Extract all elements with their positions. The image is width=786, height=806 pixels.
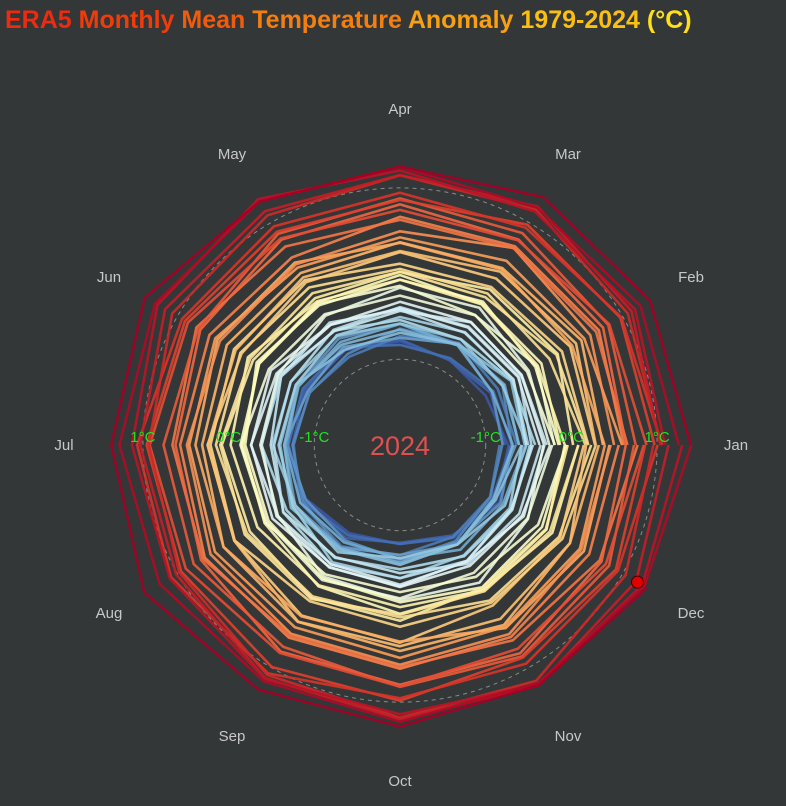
year-series-line — [269, 308, 542, 575]
year-series-line — [147, 174, 663, 720]
ring-label: 1°C — [645, 429, 670, 446]
year-series-line — [118, 165, 693, 723]
year-series-line — [249, 300, 552, 589]
ring-label: 0°C — [216, 429, 241, 446]
year-series-line — [209, 262, 598, 629]
ring-label: 0°C — [559, 429, 584, 446]
month-label: May — [218, 146, 247, 163]
ring-label: -1°C — [299, 429, 329, 446]
year-series-line — [171, 218, 639, 669]
year-series-line — [200, 240, 605, 653]
title-word: Anomaly — [402, 6, 514, 34]
month-label: Nov — [555, 728, 582, 745]
year-series-line — [135, 191, 664, 700]
ring-label: -1°C — [471, 429, 501, 446]
spiral-series — [110, 165, 693, 728]
month-label: Feb — [678, 269, 704, 286]
year-series-line — [145, 198, 656, 702]
title-word: Mean — [174, 6, 245, 34]
year-series-line — [194, 241, 611, 643]
current-year-label: 2024 — [370, 431, 430, 461]
ring-guide — [313, 358, 487, 532]
title-word: Temperature — [245, 6, 402, 34]
month-label: Mar — [555, 146, 581, 163]
month-labels: Jan Feb Mar Apr May Jun Jul Aug Sep Oct Nov Dec — [54, 101, 748, 790]
title-word: Monthly — [72, 6, 175, 34]
ring-label: 1°C — [130, 429, 155, 446]
title-word: (°C) — [640, 6, 692, 34]
month-label: Sep — [219, 728, 246, 745]
year-series-line — [178, 215, 626, 670]
year-series-line — [187, 236, 624, 660]
month-label: Jun — [97, 269, 121, 286]
year-series-line — [206, 249, 598, 648]
title-word: 1979-2024 — [513, 6, 640, 34]
month-label: Apr — [388, 101, 411, 118]
ring-labels: -1°C -1°C 0°C 0°C 1°C 1°C — [130, 429, 670, 446]
month-label: Oct — [388, 773, 412, 790]
title-word: ERA5 — [5, 6, 72, 34]
year-series-line — [259, 286, 551, 602]
month-label: Aug — [96, 605, 123, 622]
year-series-line — [110, 165, 693, 728]
month-label: Dec — [678, 605, 705, 622]
month-label: Jul — [54, 437, 73, 454]
month-label: Jan — [724, 437, 748, 454]
year-series-line — [214, 267, 593, 619]
chart-title: ERA5 Monthly Mean Temperature Anomaly 19… — [5, 6, 692, 34]
year-series-line — [220, 270, 575, 623]
year-series-line — [162, 197, 637, 689]
year-series-line — [218, 270, 590, 616]
final-point-marker — [631, 575, 644, 589]
year-series-line — [239, 284, 568, 594]
